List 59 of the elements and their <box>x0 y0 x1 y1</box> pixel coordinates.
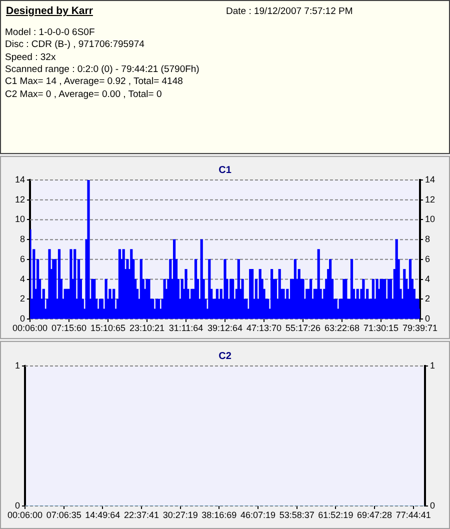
text: Designed by Karr <box>6 5 93 17</box>
chart-title: C2 <box>218 350 232 362</box>
y2-tick-label: 4 <box>425 274 430 284</box>
x-tick-label: 39:12:64 <box>207 322 243 333</box>
x-tick-label: 69:47:28 <box>356 510 392 520</box>
x-tick-label: 07:06:35 <box>46 510 82 520</box>
x-tick-label: 61:52:19 <box>318 510 354 520</box>
x-tick-label: 14:49:64 <box>85 510 120 520</box>
x-tick-label: 07:15:60 <box>51 322 87 333</box>
bar <box>362 278 365 319</box>
text: Model : 1-0-0-0 6S0F <box>5 27 95 39</box>
x-tick-label: 47:13:70 <box>246 322 282 333</box>
bar <box>74 249 76 319</box>
y-tick-label: 1 <box>14 360 20 370</box>
text: C1 Max= 14 , Average= 0.92 , Total= 4148 <box>5 76 183 88</box>
chart-title: C1 <box>218 164 232 176</box>
x-tick-label: 23:10:21 <box>129 322 165 333</box>
x-tick-label: 63:22:68 <box>324 322 360 333</box>
text: Disc : CDR (B-) , 971706:795974 <box>5 39 144 52</box>
y2-tick-label: 12 <box>425 194 436 204</box>
x-tick-label: 53:58:37 <box>279 510 314 520</box>
x-tick-label: 77:44:41 <box>396 510 431 520</box>
bar <box>104 278 108 319</box>
x-tick-label: 00:06:00 <box>12 322 48 333</box>
x-tick-label: 15:10:65 <box>90 322 126 333</box>
y2-tick-label: 2 <box>425 294 430 304</box>
x-tick-label: 46:07:19 <box>240 510 276 520</box>
y-tick-label: 0 <box>14 500 20 510</box>
y2-tick-label: 14 <box>425 174 436 184</box>
bar <box>224 259 226 319</box>
x-tick-label: 71:30:15 <box>363 322 399 333</box>
y-tick-label: 2 <box>20 294 25 304</box>
y-tick-label: 10 <box>14 214 25 224</box>
x-tick-label: 79:39:71 <box>402 322 438 333</box>
y-tick-label: 14 <box>14 174 25 184</box>
y-tick-label: 6 <box>20 254 25 264</box>
y2-tick-label: 0 <box>430 500 436 510</box>
text: Speed : 32x <box>5 52 56 64</box>
y-tick-label: 0 <box>20 313 25 324</box>
text: Date : 19/12/2007 7:57:12 PM <box>226 6 353 18</box>
y2-tick-label: 1 <box>430 360 436 370</box>
y2-tick-label: 8 <box>425 234 430 244</box>
x-tick-label: 31:11:64 <box>168 322 204 333</box>
y-tick-label: 8 <box>20 234 25 244</box>
y-tick-label: 12 <box>14 194 25 204</box>
bar <box>87 180 90 319</box>
bar <box>70 249 72 319</box>
y2-tick-label: 6 <box>425 254 430 264</box>
y-tick-label: 4 <box>20 274 25 284</box>
text: C2 Max= 0 , Average= 0.00 , Total= 0 <box>5 88 162 100</box>
y2-tick-label: 10 <box>425 214 436 224</box>
text: Scanned range : 0:2:0 (0) - 79:44:21 (5790Fh) <box>5 64 200 76</box>
x-tick-label: 38:16:69 <box>202 510 237 520</box>
x-tick-label: 22:37:41 <box>124 510 160 520</box>
x-tick-label: 55:17:26 <box>285 322 321 333</box>
x-tick-label: 30:27:19 <box>162 510 198 520</box>
bar <box>184 269 188 319</box>
x-tick-label: 00:06:00 <box>7 510 43 520</box>
y2-tick-label: 0 <box>425 313 430 324</box>
